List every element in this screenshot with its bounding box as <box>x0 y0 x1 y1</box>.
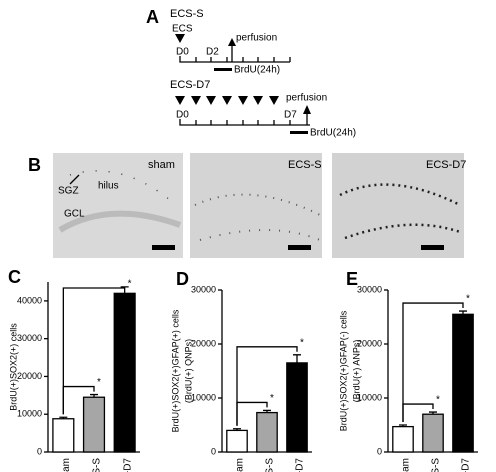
ecs-markers <box>175 96 279 105</box>
arrow-head <box>228 38 236 46</box>
significance-label: * <box>466 294 470 305</box>
x-tick-label: sham <box>61 458 72 472</box>
arrow-head <box>303 105 311 114</box>
significance-label: * <box>300 337 304 348</box>
y-axis-label: BrdU(+)SOX2(+)GFAP(+) cells <box>170 309 180 432</box>
y-tick-label: 30000 <box>17 333 42 343</box>
significance-bracket <box>236 346 298 426</box>
scale-bar <box>288 245 311 250</box>
panel-b: B sham ECS-S ECS-D7 SGZ hilus GCL <box>28 153 466 258</box>
day-label: D0 <box>176 47 189 58</box>
brdu-bar <box>290 131 308 134</box>
day-ticks <box>195 57 291 62</box>
x-tick-label: ECS-D7 <box>122 458 133 472</box>
error-bar <box>293 354 301 363</box>
timeline <box>179 56 290 63</box>
x-tick-label: sham <box>235 458 246 472</box>
stimulus-label: ECS <box>172 24 193 35</box>
bar <box>82 396 106 453</box>
panel-label: E <box>346 269 358 289</box>
day-label: D2 <box>206 47 219 58</box>
bar <box>226 429 248 453</box>
micrograph <box>332 153 464 258</box>
y-tick-label: 0 <box>211 446 216 456</box>
image-label: sham <box>148 159 175 171</box>
bar <box>422 413 444 453</box>
brdu-label: BrdU(24h) <box>234 65 280 76</box>
y-axis-label: BrdU(+)SOX2(+) cells <box>8 323 18 411</box>
panel-label: C <box>8 267 21 287</box>
image-label: ECS-S <box>288 159 322 171</box>
x-tick-label: ECS-S <box>431 458 442 472</box>
scale-bar <box>152 245 175 250</box>
x-tick-label: ECS-S <box>265 458 276 472</box>
error-bar <box>459 310 467 315</box>
ecs-marker <box>175 34 185 43</box>
error-bar <box>399 424 407 427</box>
y-tick-label: 10000 <box>357 392 382 402</box>
annotation: GCL <box>64 209 85 220</box>
error-bar <box>90 393 98 398</box>
pointer <box>69 174 80 185</box>
scale-bar <box>421 245 444 250</box>
cells <box>199 229 321 241</box>
annotation: hilus <box>98 181 119 192</box>
y-axis-label: (BrdU(+) ANPs) <box>351 340 361 403</box>
y-tick-label: 20000 <box>191 338 216 348</box>
bar <box>52 418 75 453</box>
day-ticks <box>195 120 291 125</box>
y-tick-label: 40000 <box>17 295 42 305</box>
significance-label: * <box>128 279 132 290</box>
error-bar <box>59 416 68 419</box>
cells <box>339 183 461 207</box>
micrograph <box>53 153 183 258</box>
bar <box>113 292 136 453</box>
x-tick-label: ECS-D7 <box>461 458 472 472</box>
timeline <box>179 119 310 126</box>
brdu-label: BrdU(24h) <box>310 128 356 139</box>
bar <box>256 411 278 453</box>
brdu-bar <box>214 68 232 71</box>
x-tick-label: ECS-D7 <box>295 458 306 472</box>
significance-bracket <box>62 287 125 415</box>
x-tick-label: sham <box>401 458 412 472</box>
bar <box>392 425 414 453</box>
micrograph <box>190 153 322 258</box>
y-tick-label: 0 <box>377 446 382 456</box>
annotation: SGZ <box>58 186 79 197</box>
day-label: D7 <box>284 110 297 121</box>
x-tick-label: ECS-S <box>92 458 103 472</box>
bar <box>452 313 474 453</box>
protocol-name: ECS-S <box>170 8 204 20</box>
y-tick-label: 20000 <box>17 371 42 381</box>
y-tick-label: 30000 <box>357 284 382 294</box>
panel-label: A <box>146 7 159 27</box>
y-tick-label: 30000 <box>191 284 216 294</box>
y-axis-label: BrdU(+)SOX2(+)GFAP(-) cells <box>338 310 348 431</box>
significance-label: * <box>436 395 440 406</box>
significance-label: * <box>270 393 274 404</box>
tissue-layer <box>58 210 182 233</box>
significance-label: * <box>97 377 101 388</box>
day-label: D0 <box>176 110 189 121</box>
image-label: ECS-D7 <box>426 159 466 171</box>
error-bar <box>263 409 271 413</box>
perfusion-label: perfusion <box>286 93 327 104</box>
perfusion-label: perfusion <box>236 33 277 44</box>
y-tick-label: 20000 <box>357 338 382 348</box>
y-axis-label: (BrdU(+) QNPs) <box>183 339 193 403</box>
error-bar <box>233 428 241 431</box>
y-tick-label: 10000 <box>191 392 216 402</box>
bar <box>286 362 308 453</box>
significance-bracket <box>402 302 464 422</box>
y-tick-label: 0 <box>37 446 42 456</box>
y-tick-label: 10000 <box>17 409 42 419</box>
panel-a: A ECS-S ECS perfusion D0 D2 BrdU(24h) EC… <box>146 7 356 139</box>
error-bar <box>120 286 129 294</box>
panel-label: B <box>28 155 41 175</box>
error-bar <box>429 411 437 415</box>
protocol-name: ECS-D7 <box>170 79 210 91</box>
panel-label: D <box>176 269 189 289</box>
